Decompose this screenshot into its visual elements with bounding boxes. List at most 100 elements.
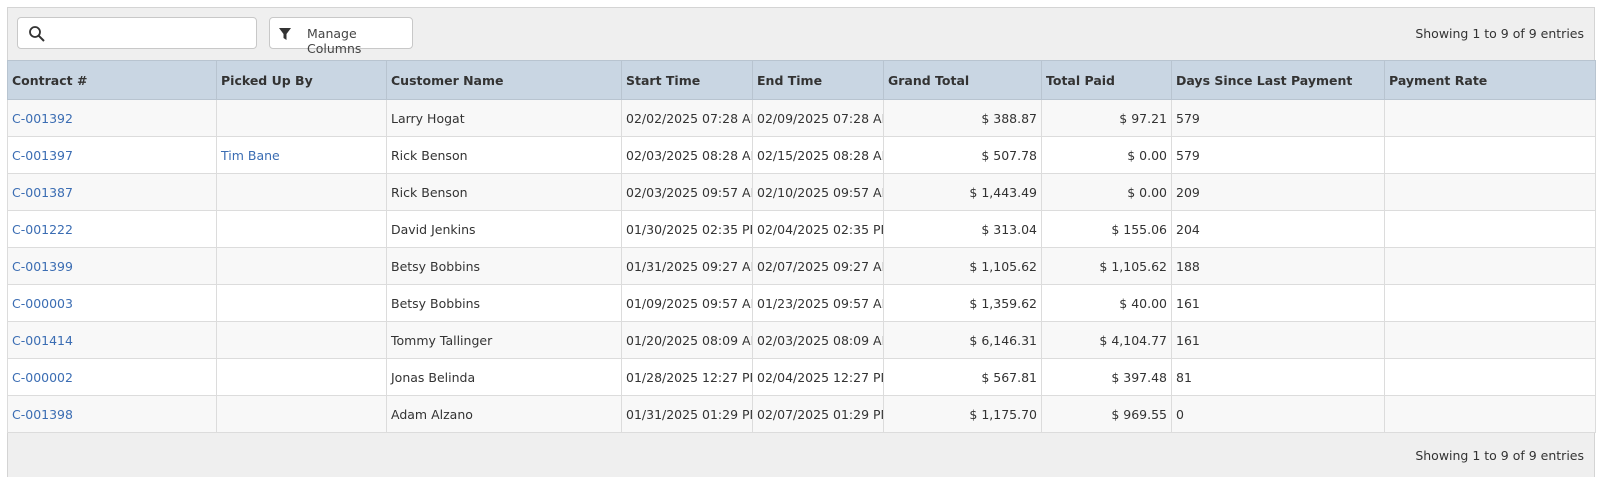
table-cell — [1384, 284, 1596, 322]
contract-link[interactable]: C-001398 — [12, 406, 73, 422]
contract-link[interactable]: C-001392 — [12, 110, 73, 126]
table-cell: Rick Benson — [386, 173, 622, 211]
cell-text: Tommy Tallinger — [391, 332, 493, 348]
cell-text: 161 — [1176, 295, 1200, 311]
cell-text: Larry Hogat — [391, 110, 465, 126]
table-cell — [216, 99, 387, 137]
table-row: C-000003 Betsy Bobbins 01/09/2025 09:57 AM… — [7, 284, 1596, 322]
table-cell: $ 4,104.77 — [1041, 321, 1172, 359]
cell-text: Rick Benson — [391, 184, 468, 200]
cell-text: 02/03/2025 08:28 AM — [626, 147, 753, 163]
table-row: C-001414 Tommy Tallinger 01/20/2025 08:09 … — [7, 321, 1596, 359]
table-cell: C-001397 — [7, 136, 217, 174]
contract-link[interactable]: C-001414 — [12, 332, 73, 348]
cell-text: Betsy Bobbins — [391, 258, 481, 274]
search-icon — [29, 26, 45, 42]
cell-text: 02/15/2025 08:28 AM — [757, 147, 884, 163]
table-body: C-001392 Larry Hogat 02/02/2025 07:28 AM 02… — [7, 99, 1596, 433]
table-cell: Adam Alzano — [386, 395, 622, 433]
table-cell — [216, 358, 387, 396]
table-cell: 188 — [1171, 247, 1385, 285]
cell-text: 02/03/2025 08:09 AM — [757, 332, 884, 348]
cell-text: $ 0.00 — [1127, 184, 1167, 200]
table-row: C-001387 Rick Benson 02/03/2025 09:57 AM 02… — [7, 173, 1596, 211]
cell-text: 188 — [1176, 258, 1200, 274]
table-row: C-001398 Adam Alzano 01/31/2025 01:29 PM 02… — [7, 395, 1596, 433]
table-cell: 161 — [1171, 321, 1385, 359]
table-cell: $ 1,443.49 — [883, 173, 1042, 211]
cell-text: 01/30/2025 02:35 PM — [626, 221, 753, 237]
table-cell: 02/03/2025 08:09 AM — [752, 321, 884, 359]
column-header: Grand Total — [883, 60, 1042, 100]
column-header: Contract # — [7, 60, 217, 100]
contract-link[interactable]: C-001387 — [12, 184, 73, 200]
column-header: End Time — [752, 60, 884, 100]
table-cell — [216, 395, 387, 433]
cell-text: 01/20/2025 08:09 AM — [626, 332, 753, 348]
cell-text: 02/04/2025 02:35 PM — [757, 221, 884, 237]
toolbar: Manage Columns Showing 1 to 9 of 9 entri… — [8, 8, 1594, 60]
cell-text: 161 — [1176, 332, 1200, 348]
table-cell: 02/09/2025 07:28 AM — [752, 99, 884, 137]
table-cell: 579 — [1171, 136, 1385, 174]
cell-text: $ 507.78 — [981, 147, 1037, 163]
table-cell: $ 507.78 — [883, 136, 1042, 174]
cell-text: $ 388.87 — [981, 110, 1037, 126]
cell-text: $ 969.55 — [1111, 406, 1167, 422]
table-cell: 161 — [1171, 284, 1385, 322]
table-cell: Jonas Belinda — [386, 358, 622, 396]
cell-text: $ 1,175.70 — [969, 406, 1037, 422]
contract-link[interactable]: C-001222 — [12, 221, 73, 237]
table-cell: 01/23/2025 09:57 AM — [752, 284, 884, 322]
table-cell: C-001399 — [7, 247, 217, 285]
table-cell — [216, 284, 387, 322]
table-cell: C-001414 — [7, 321, 217, 359]
table-cell: Betsy Bobbins — [386, 247, 622, 285]
contract-link[interactable]: C-001399 — [12, 258, 73, 274]
table-cell: $ 1,105.62 — [1041, 247, 1172, 285]
table-cell — [216, 321, 387, 359]
table-cell — [1384, 247, 1596, 285]
table-cell: Tommy Tallinger — [386, 321, 622, 359]
cell-text: 209 — [1176, 184, 1200, 200]
contract-link[interactable]: C-000002 — [12, 369, 73, 385]
entries-info: Showing 1 to 9 of 9 entries — [1415, 26, 1584, 41]
column-header: Start Time — [621, 60, 753, 100]
cell-text: Jonas Belinda — [391, 369, 476, 385]
table-cell: 204 — [1171, 210, 1385, 248]
manage-columns-button[interactable]: Manage Columns — [269, 17, 413, 56]
button-label: Manage Columns — [307, 26, 362, 56]
cell-text: $ 567.81 — [981, 369, 1037, 385]
search-input[interactable] — [17, 17, 257, 49]
table-cell: 01/30/2025 02:35 PM — [621, 210, 753, 248]
contract-link[interactable]: C-000003 — [12, 295, 73, 311]
cell-text: $ 1,359.62 — [969, 295, 1037, 311]
table-row: C-001397 Tim Bane Rick Benson 02/03/2025 08… — [7, 136, 1596, 174]
table-cell: C-000003 — [7, 284, 217, 322]
user-link[interactable]: Tim Bane — [221, 147, 280, 163]
cell-text: 02/04/2025 12:27 PM — [757, 369, 884, 385]
cell-text: Adam Alzano — [391, 406, 473, 422]
table-cell: C-001222 — [7, 210, 217, 248]
cell-text: 204 — [1176, 221, 1200, 237]
table-cell: 579 — [1171, 99, 1385, 137]
table-cell: David Jenkins — [386, 210, 622, 248]
table-cell: $ 397.48 — [1041, 358, 1172, 396]
cell-text: 02/03/2025 09:57 AM — [626, 184, 753, 200]
cell-text: $ 1,443.49 — [969, 184, 1037, 200]
table-cell: 02/04/2025 02:35 PM — [752, 210, 884, 248]
cell-text: $ 4,104.77 — [1099, 332, 1167, 348]
table-cell: C-000002 — [7, 358, 217, 396]
header-row: Contract # Picked Up By Customer Name Start… — [7, 60, 1596, 100]
table-cell: C-001398 — [7, 395, 217, 433]
cell-text: $ 40.00 — [1119, 295, 1167, 311]
table-cell: $ 313.04 — [883, 210, 1042, 248]
column-header: Days Since Last Payment — [1171, 60, 1385, 100]
table-cell: 01/20/2025 08:09 AM — [621, 321, 753, 359]
cell-text: $ 313.04 — [981, 221, 1037, 237]
cell-text: 01/31/2025 01:29 PM — [626, 406, 753, 422]
table-cell: $ 40.00 — [1041, 284, 1172, 322]
contract-link[interactable]: C-001397 — [12, 147, 73, 163]
table-cell: $ 6,146.31 — [883, 321, 1042, 359]
